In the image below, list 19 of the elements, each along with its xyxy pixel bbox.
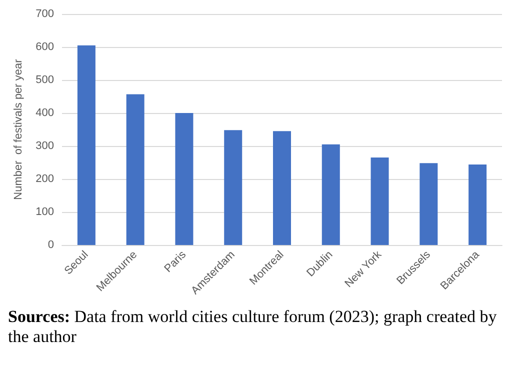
bar	[224, 130, 242, 245]
y-tick-label: 400	[36, 107, 54, 119]
bar	[468, 164, 487, 245]
y-tick-label: 0	[48, 239, 54, 251]
bar	[175, 113, 194, 245]
bar	[420, 163, 438, 245]
bar	[322, 144, 340, 245]
y-tick-label: 500	[36, 74, 54, 86]
y-tick-label: 200	[36, 173, 54, 185]
bar	[370, 158, 389, 245]
y-axis-title: Number of festivals per year	[12, 58, 24, 200]
bar	[273, 131, 291, 245]
y-tick-label: 300	[36, 140, 54, 152]
y-tick-label: 700	[36, 8, 54, 20]
y-tick-label: 100	[36, 206, 54, 218]
source-note: Sources: Data from world cities culture forum (2023); graph created by the author	[8, 307, 498, 347]
y-tick-label: 600	[36, 41, 54, 53]
bar	[77, 45, 96, 245]
bar	[126, 94, 144, 245]
